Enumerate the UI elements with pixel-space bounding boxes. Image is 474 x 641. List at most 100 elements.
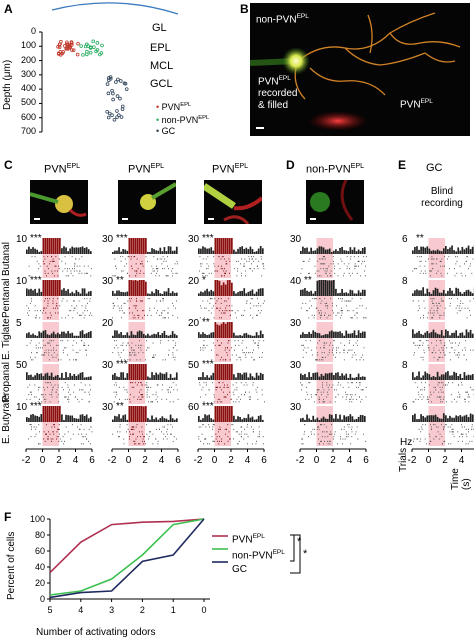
depth-point [56, 52, 61, 56]
depth-point [69, 41, 74, 46]
raster-scale: 10 [16, 402, 28, 413]
chart-x-tick-label: 0 [201, 605, 206, 615]
label-pvn-other-sup: EPL [420, 98, 433, 105]
raster-cell [292, 238, 368, 278]
chart-y-tick-label: 40 [35, 562, 45, 572]
time-tick-label: 2 [142, 455, 148, 466]
raster-scale: 30 [102, 234, 114, 245]
raster-cell [292, 364, 368, 404]
chart-xlabel: Number of activating odors [36, 627, 156, 638]
depth-point [65, 42, 70, 47]
time-tick-label: 6 [89, 455, 95, 466]
chart-x-tick-label: 3 [109, 605, 114, 615]
layer-epl: EPL [150, 42, 171, 54]
raster-scale: 8 [402, 318, 408, 329]
raster-cell [104, 357, 180, 404]
chart-x-tick-label: 2 [140, 605, 145, 615]
col-title-4-text: non-PVN [306, 163, 351, 176]
legend-pvn: • PVNEPL [156, 100, 209, 113]
depth-point [85, 52, 89, 57]
depth-point [122, 81, 127, 86]
raster-cell [190, 230, 266, 278]
raster-cell [404, 364, 474, 404]
depth-point [107, 111, 112, 116]
raster-cell [104, 322, 180, 362]
chart-legend-nonpvn-sup: EPL [272, 549, 285, 557]
time-tick-label: 0 [39, 455, 46, 466]
raster-cell [404, 280, 474, 320]
depth-points [56, 39, 129, 122]
legend-nonpvn-label: non-PVN [161, 115, 199, 125]
thumb-3 [204, 180, 262, 224]
col-title-3-text: PVN [212, 163, 235, 176]
legend-nonpvn: • non-PVNEPL [156, 113, 209, 126]
raster-significance: *** [116, 233, 128, 244]
panel-b-micrograph: non-PVNEPL PVNEPL recorded & filled PVNE… [250, 3, 470, 136]
chart-legend: PVNEPL non-PVNEPL GC [232, 530, 285, 576]
depth-point [81, 53, 85, 57]
depth-point [110, 88, 114, 93]
time-tick-label: 6 [363, 455, 369, 466]
depth-ticks [39, 31, 42, 133]
depth-tick-label: 0 [30, 26, 36, 36]
depth-point [115, 109, 119, 113]
time-tick-label: -2 [407, 455, 417, 466]
raster-cell [18, 398, 94, 446]
time-tick-label: 4 [244, 455, 251, 466]
legend-dot-pvn: • [156, 102, 160, 112]
panel-label-d: D [286, 158, 295, 172]
col-title-5: GC [426, 162, 443, 174]
depth-point [124, 87, 129, 91]
blind-line2: recording [421, 198, 463, 209]
depth-point [75, 52, 80, 57]
depth-tick-label: 600 [20, 111, 36, 122]
raster-significance: ** [304, 275, 312, 286]
raster-significance: ** [416, 233, 424, 244]
raster-cell [190, 278, 266, 320]
label-recorded-pvn-sup: EPL [278, 75, 291, 82]
chart-legend-pvn-sup: EPL [252, 533, 265, 540]
depth-tick-label: 500 [20, 97, 36, 108]
depth-point [116, 77, 120, 82]
raster-cell [292, 275, 368, 320]
legend-pvn-label: PVN [161, 102, 181, 112]
raster-cell [190, 357, 266, 404]
depth-point [71, 48, 76, 52]
raster-significance: *** [30, 275, 42, 286]
raster-scale: 8 [402, 276, 408, 287]
depth-point [94, 49, 98, 54]
depth-point [58, 42, 62, 46]
raster-significance: ** [116, 275, 124, 286]
chart-x-tick-label: 1 [171, 605, 176, 615]
panel-label-f: F [4, 510, 12, 524]
raster-scale: 8 [402, 360, 408, 371]
chart-x-tick-label: 5 [47, 605, 52, 615]
depth-point [68, 44, 73, 49]
raster-significance: *** [116, 359, 128, 370]
panel-label-a: A [4, 2, 13, 16]
label-pvn-other: PVNEPL [400, 98, 433, 110]
depth-point [91, 39, 95, 44]
depth-point [120, 104, 125, 109]
depth-tick-label: 700 [20, 126, 36, 136]
raster-cell [18, 322, 94, 362]
depth-tick-label: 100 [20, 40, 36, 51]
depth-point [112, 117, 117, 122]
panel-label-e: E [398, 158, 407, 172]
time-tick-label: 6 [175, 455, 181, 466]
raster-cell [292, 322, 368, 362]
col-title-1-sup: EPL [66, 162, 81, 170]
col-title-3-sup: EPL [234, 162, 249, 170]
depth-point [106, 91, 111, 96]
col-title-1-text: PVN [44, 163, 67, 176]
raster-cell [104, 402, 180, 446]
thumb-2 [118, 180, 176, 224]
depth-point [106, 76, 111, 80]
time-tick-label: 2 [56, 455, 62, 466]
depth-point [83, 44, 88, 49]
chart-legend-nonpvn-name: non-PVN [232, 550, 273, 562]
legend-dot-nonpvn: • [156, 115, 160, 125]
depth-point [105, 109, 109, 114]
